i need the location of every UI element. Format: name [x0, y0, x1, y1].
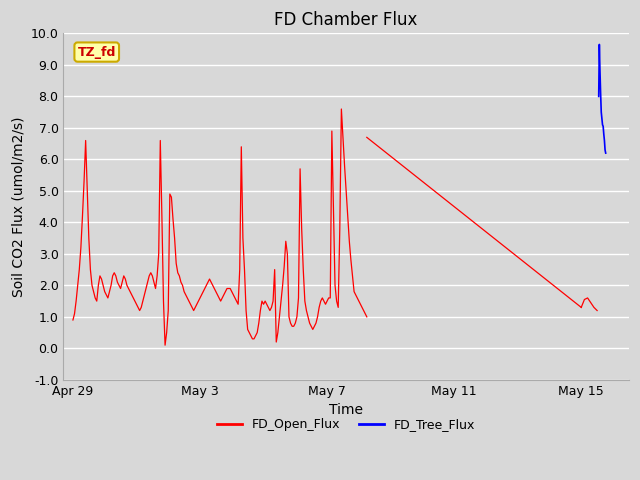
X-axis label: Time: Time — [329, 403, 363, 417]
Y-axis label: Soil CO2 Flux (umol/m2/s): Soil CO2 Flux (umol/m2/s) — [11, 116, 25, 297]
Title: FD Chamber Flux: FD Chamber Flux — [275, 11, 418, 29]
Legend: FD_Open_Flux, FD_Tree_Flux: FD_Open_Flux, FD_Tree_Flux — [212, 413, 481, 436]
Text: TZ_fd: TZ_fd — [77, 46, 116, 59]
